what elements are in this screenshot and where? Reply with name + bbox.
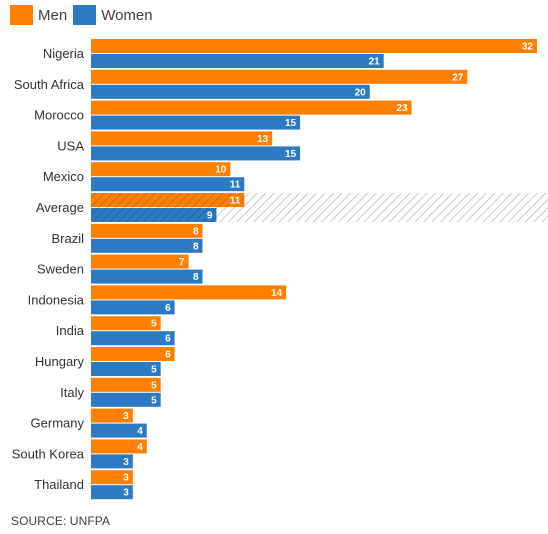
bar-india-women — [91, 331, 175, 346]
value-label-morocco-women: 15 — [285, 118, 297, 129]
bar-germany-men — [91, 408, 133, 423]
value-label-mexico-women: 11 — [230, 180, 241, 191]
bar-morocco-men — [91, 100, 412, 115]
value-label-indonesia-women: 6 — [165, 303, 171, 314]
bar-south-africa-men — [91, 69, 468, 84]
category-label-morocco: Morocco — [34, 108, 84, 123]
legend-item-men: Men — [10, 5, 67, 25]
bar-usa-women — [91, 146, 301, 161]
value-label-mexico-men: 10 — [215, 165, 227, 176]
value-label-india-women: 6 — [165, 334, 171, 345]
legend: Men Women — [10, 4, 159, 26]
value-label-thailand-men: 3 — [123, 473, 129, 484]
bar-hungary-men — [91, 347, 175, 361]
bar-italy-women — [91, 392, 161, 407]
bar-hatch-average-men — [91, 193, 245, 207]
legend-label-women: Women — [101, 6, 153, 24]
bar-indonesia-men — [91, 285, 287, 300]
bar-brazil-women — [91, 238, 203, 253]
category-label-usa: USA — [57, 138, 84, 153]
value-label-brazil-men: 8 — [193, 226, 199, 237]
value-label-usa-women: 15 — [285, 149, 297, 160]
value-label-south-korea-men: 4 — [137, 442, 143, 453]
bar-mexico-women — [91, 177, 245, 192]
value-label-south-korea-women: 3 — [123, 457, 129, 468]
bar-mexico-men — [91, 162, 231, 177]
category-label-south-korea: South Korea — [12, 446, 85, 461]
source-note: SOURCE: UNFPA — [11, 514, 111, 528]
legend-swatch-women — [73, 5, 97, 25]
bar-nigeria-women — [91, 54, 384, 68]
legend-swatch-men — [10, 5, 33, 25]
legend-item-women: Women — [73, 5, 153, 25]
category-label-average: Average — [36, 200, 84, 215]
value-label-italy-men: 5 — [151, 380, 157, 391]
bar-thailand-women — [91, 485, 133, 500]
value-label-thailand-women: 3 — [123, 488, 129, 499]
bar-south-korea-women — [91, 454, 133, 469]
category-label-italy: Italy — [60, 385, 84, 400]
bar-hungary-women — [91, 362, 161, 376]
value-label-india-men: 5 — [151, 319, 157, 330]
value-label-nigeria-men: 32 — [522, 42, 534, 53]
value-label-nigeria-women: 21 — [369, 57, 381, 68]
bar-usa-men — [91, 131, 273, 146]
bar-morocco-women — [91, 115, 301, 130]
bar-brazil-men — [91, 223, 203, 238]
bar-nigeria-men — [91, 39, 537, 53]
legend-label-men: Men — [38, 6, 68, 24]
value-label-morocco-men: 23 — [396, 103, 408, 114]
value-label-south-africa-women: 20 — [355, 87, 367, 98]
bar-south-korea-men — [91, 439, 147, 454]
value-label-indonesia-men: 14 — [271, 288, 283, 299]
value-label-sweden-men: 7 — [179, 257, 185, 268]
category-label-indonesia: Indonesia — [28, 292, 85, 307]
category-label-hungary: Hungary — [35, 354, 85, 369]
category-label-sweden: Sweden — [37, 262, 84, 277]
bar-south-africa-women — [91, 84, 370, 99]
value-label-hungary-women: 5 — [151, 365, 157, 376]
bar-india-men — [91, 316, 161, 331]
category-label-germany: Germany — [31, 416, 85, 431]
category-label-south-africa: South Africa — [14, 77, 85, 92]
bar-thailand-men — [91, 470, 133, 485]
value-label-brazil-women: 8 — [193, 241, 199, 252]
value-label-average-men: 11 — [230, 196, 241, 207]
category-label-thailand: Thailand — [34, 477, 84, 492]
category-label-mexico: Mexico — [43, 169, 84, 184]
bar-sweden-women — [91, 269, 203, 284]
value-label-south-africa-men: 27 — [452, 72, 464, 83]
value-label-hungary-men: 6 — [165, 350, 171, 361]
value-label-sweden-women: 8 — [193, 272, 199, 283]
value-label-usa-men: 13 — [257, 134, 269, 145]
bar-germany-women — [91, 423, 147, 438]
bar-hatch-average-women — [91, 208, 217, 222]
value-label-italy-women: 5 — [151, 395, 157, 406]
category-label-nigeria: Nigeria — [43, 46, 85, 61]
bar-indonesia-women — [91, 300, 175, 315]
category-label-india: India — [56, 323, 85, 338]
bar-sweden-men — [91, 254, 189, 269]
bar-italy-men — [91, 377, 161, 392]
category-label-brazil: Brazil — [51, 231, 84, 246]
value-label-average-women: 9 — [207, 211, 213, 222]
value-label-germany-men: 3 — [123, 411, 129, 422]
value-label-germany-women: 4 — [137, 426, 143, 437]
